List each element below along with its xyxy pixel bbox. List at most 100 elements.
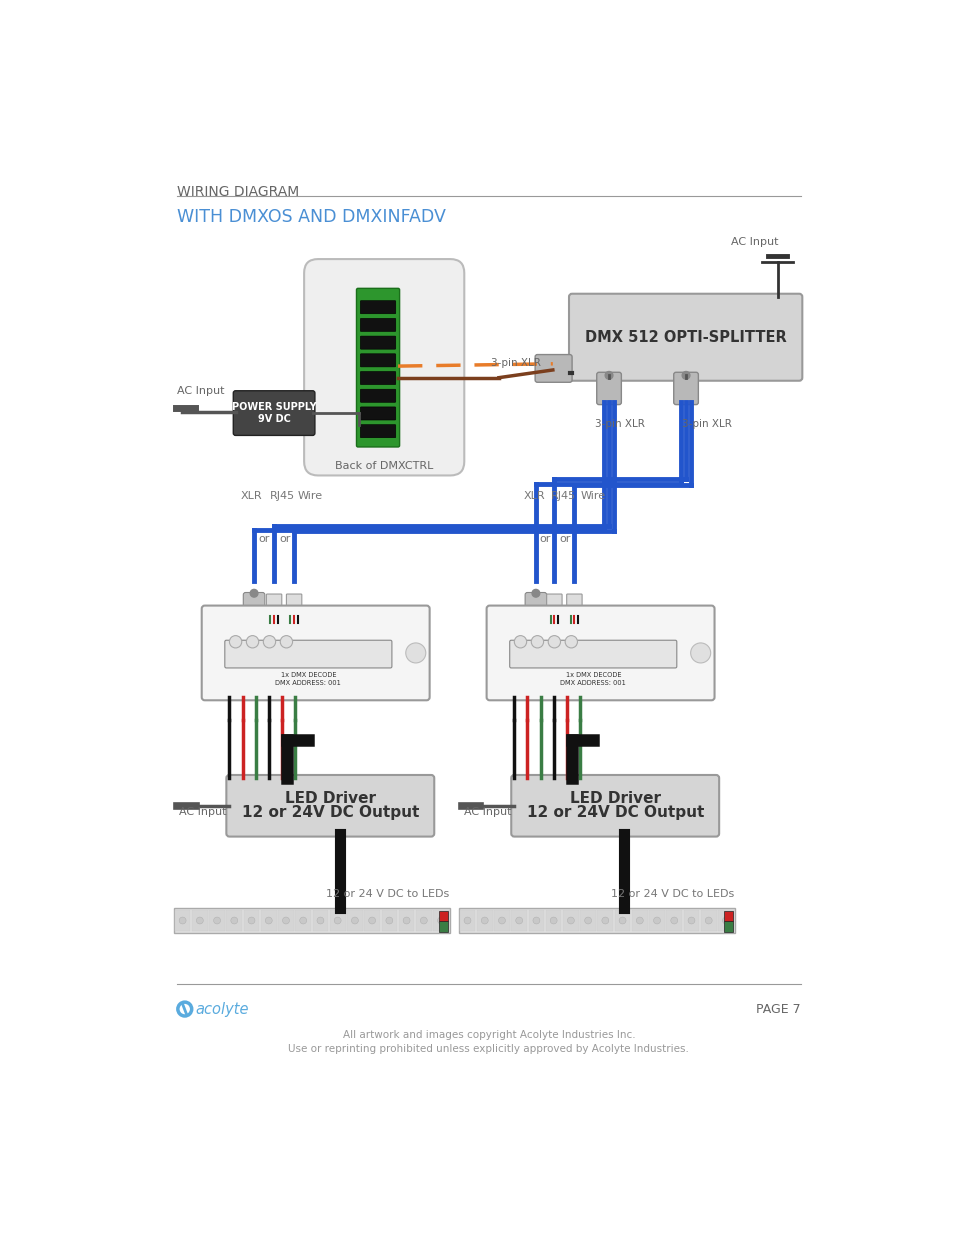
Circle shape (351, 918, 358, 924)
FancyBboxPatch shape (360, 353, 395, 367)
Circle shape (636, 918, 642, 924)
Bar (209, 910, 225, 931)
Circle shape (385, 918, 393, 924)
FancyBboxPatch shape (535, 354, 572, 383)
Bar (278, 910, 294, 931)
Text: or: or (258, 535, 270, 545)
Text: LED Driver: LED Driver (569, 792, 660, 806)
FancyBboxPatch shape (509, 640, 676, 668)
Bar (648, 910, 664, 931)
Circle shape (463, 918, 471, 924)
Text: or: or (538, 535, 550, 545)
Text: 3-pin XLR: 3-pin XLR (595, 419, 644, 430)
Circle shape (721, 918, 729, 924)
Text: 9V DC: 9V DC (257, 414, 291, 425)
Bar (511, 910, 526, 931)
FancyBboxPatch shape (286, 594, 301, 618)
Bar (398, 910, 414, 931)
Circle shape (405, 643, 425, 663)
FancyBboxPatch shape (546, 594, 561, 618)
Text: POWER SUPPLY: POWER SUPPLY (232, 401, 316, 412)
FancyBboxPatch shape (360, 389, 395, 403)
Text: XLR: XLR (523, 490, 544, 500)
Circle shape (604, 372, 612, 379)
FancyBboxPatch shape (360, 372, 395, 384)
Bar (476, 910, 492, 931)
Circle shape (231, 918, 237, 924)
Circle shape (584, 918, 591, 924)
Circle shape (368, 918, 375, 924)
FancyBboxPatch shape (458, 908, 734, 932)
Text: or: or (558, 535, 570, 545)
Bar (381, 910, 396, 931)
Circle shape (681, 372, 689, 379)
Circle shape (704, 918, 712, 924)
Circle shape (403, 918, 410, 924)
Text: or: or (279, 535, 291, 545)
Circle shape (690, 643, 710, 663)
Text: LED Driver: LED Driver (285, 792, 375, 806)
Text: 3-pin XLR: 3-pin XLR (491, 358, 540, 368)
Text: All artwork and images copyright Acolyte Industries Inc.: All artwork and images copyright Acolyte… (342, 1030, 635, 1040)
FancyBboxPatch shape (596, 372, 620, 405)
FancyBboxPatch shape (233, 390, 314, 436)
FancyBboxPatch shape (356, 288, 399, 447)
Text: AC Input: AC Input (179, 806, 227, 816)
Bar (562, 910, 578, 931)
FancyBboxPatch shape (360, 336, 395, 350)
FancyBboxPatch shape (226, 776, 434, 836)
Bar (723, 910, 732, 921)
Circle shape (248, 918, 254, 924)
FancyBboxPatch shape (360, 425, 395, 437)
Circle shape (229, 636, 241, 648)
Circle shape (196, 918, 203, 924)
Circle shape (179, 918, 186, 924)
Text: 1x DMX DECODE
DMX ADDRESS: 001: 1x DMX DECODE DMX ADDRESS: 001 (559, 672, 625, 685)
Bar (631, 910, 647, 931)
Circle shape (334, 918, 341, 924)
Bar (243, 910, 259, 931)
Circle shape (516, 918, 522, 924)
Bar (528, 910, 544, 931)
Bar (597, 910, 613, 931)
FancyBboxPatch shape (568, 294, 801, 380)
FancyBboxPatch shape (201, 605, 429, 700)
Text: AC Input: AC Input (464, 806, 511, 816)
Bar (433, 910, 449, 931)
Circle shape (532, 589, 539, 597)
FancyBboxPatch shape (524, 593, 546, 624)
Text: AC Input: AC Input (177, 387, 224, 396)
Circle shape (299, 918, 306, 924)
Circle shape (618, 918, 625, 924)
Circle shape (316, 918, 324, 924)
FancyBboxPatch shape (266, 594, 281, 618)
Text: PAGE 7: PAGE 7 (756, 1003, 800, 1015)
FancyBboxPatch shape (360, 406, 395, 420)
Circle shape (564, 636, 577, 648)
Circle shape (480, 918, 488, 924)
Bar (330, 910, 345, 931)
Text: 1x DMX DECODE
DMX ADDRESS: 001: 1x DMX DECODE DMX ADDRESS: 001 (275, 672, 341, 685)
FancyBboxPatch shape (486, 605, 714, 700)
Bar (459, 910, 475, 931)
Circle shape (601, 918, 608, 924)
Bar (226, 910, 242, 931)
FancyBboxPatch shape (673, 372, 698, 405)
Bar (545, 910, 561, 931)
Text: 12 or 24 V DC to LEDs: 12 or 24 V DC to LEDs (611, 889, 734, 899)
Text: WITH DMXOS AND DMXINFADV: WITH DMXOS AND DMXINFADV (177, 209, 445, 226)
FancyBboxPatch shape (566, 594, 581, 618)
FancyBboxPatch shape (511, 776, 719, 836)
Bar (723, 921, 732, 932)
Circle shape (280, 636, 293, 648)
Bar (260, 910, 276, 931)
Bar (718, 910, 733, 931)
Bar (683, 910, 699, 931)
Text: Wire: Wire (297, 490, 322, 500)
FancyBboxPatch shape (225, 640, 392, 668)
FancyBboxPatch shape (360, 300, 395, 314)
Bar (347, 910, 362, 931)
Bar (174, 910, 191, 931)
FancyBboxPatch shape (304, 259, 464, 475)
Bar (700, 910, 716, 931)
